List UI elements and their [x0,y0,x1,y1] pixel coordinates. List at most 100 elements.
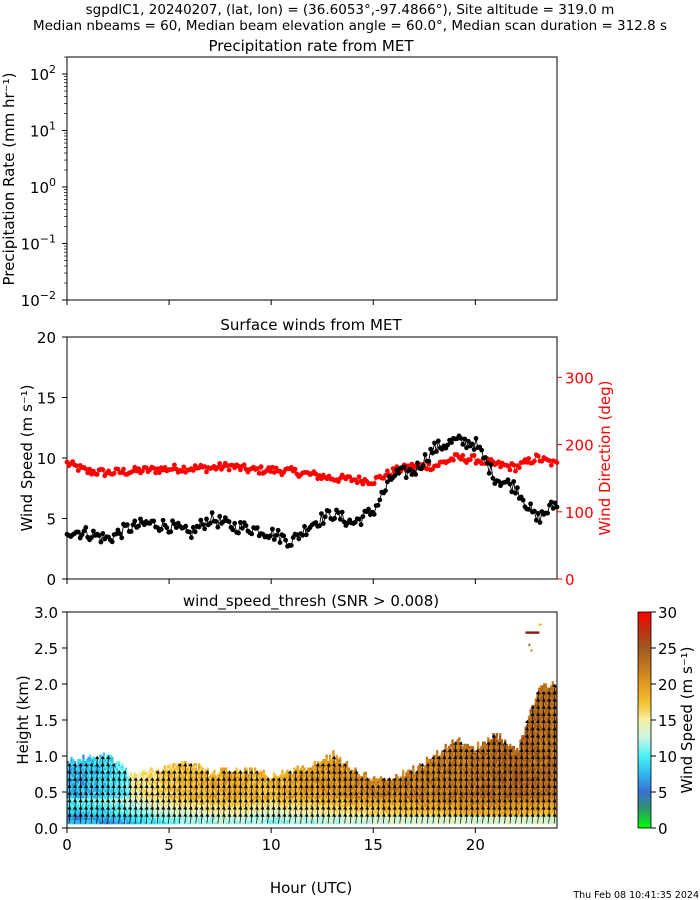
heatmap-cell [323,812,327,816]
heatmap-cell [199,789,202,792]
wind-speed-point [124,522,130,528]
heatmap-cell [317,808,320,812]
winds-ytick-label: 20 [37,329,56,347]
heatmap-cell [221,804,225,807]
heatmap-cell [123,802,126,805]
heatmap-cell [215,791,218,795]
heatmap-cell [114,804,117,807]
heatmap-cell [264,780,267,784]
heatmap-cell [102,791,105,795]
heatmap-cell [106,797,109,801]
heatmap-cell [102,769,105,773]
wind-direction-point [554,460,560,465]
heatmap-cell [313,808,316,812]
heatmap-cell [264,787,267,790]
heatmap-cell [72,810,75,814]
heatmap-cell [221,776,225,779]
heatmap-cell [72,784,75,788]
wind-speed-point [230,527,236,533]
heatmap-cell [225,812,228,816]
heatmap-cell [288,780,291,784]
heatmap-cell [218,787,221,790]
heatmap-cell [82,782,85,786]
heatmap-cell [284,804,287,807]
heatmap-cell [182,765,185,769]
heatmap-cell [245,804,248,807]
heatmap-cell [133,771,136,775]
heatmap-cell [175,797,179,801]
heatmap-cell [325,808,328,812]
heatmap-cell [119,774,122,777]
heatmap-cell [158,795,162,799]
heatmap-cell [131,815,134,818]
heatmap-cell [143,769,146,773]
heatmap-cell [320,769,323,773]
heatmap-cell [230,793,233,797]
heatmap-cell [172,769,175,773]
heatmap-cell [249,804,252,807]
heatmap-cell [225,815,228,818]
heatmap-cell [247,799,250,803]
heatmap-cell [252,804,255,807]
heatmap-cell [306,804,310,807]
heatmap-cell [310,812,313,816]
heatmap-cell [340,812,344,816]
heatmap-cell [320,795,323,799]
heatmap-cell [259,812,262,816]
heatmap-cell [220,804,223,807]
heatmap-cell [199,791,202,795]
heatmap-cell [163,819,167,823]
heatmap-cell [114,795,117,799]
wind-speed-point [277,540,283,545]
heatmap-cell [94,806,97,810]
heatmap-cell [225,771,228,775]
heatmap-cell [109,797,112,801]
heatmap-cell [180,765,184,769]
heatmap-cell [119,812,122,816]
heatmap-cell [136,778,139,782]
heatmap-cell [325,787,328,790]
heatmap-cell [116,763,119,766]
heatmap-cell [148,808,151,812]
heatmap-cell [107,776,111,779]
heatmap-cell [257,804,260,807]
heatmap-cell [198,793,201,797]
heatmap-cell [291,802,294,805]
heatmap-cell [92,791,95,795]
heatmap-cell [254,789,257,792]
heatmap-cell [257,821,260,825]
heatmap-cell [138,771,141,775]
heatmap-cell [92,769,95,773]
heatmap-cell [94,802,97,805]
heatmap-cell [232,817,235,820]
heatmap-cell [313,821,316,825]
wind-speed-point [422,452,428,457]
heatmap-cell [318,791,321,795]
heatmap-cell [330,765,333,769]
heatmap-cell [84,812,87,816]
heatmap-cell [286,776,289,779]
heatmap-cell [334,789,337,792]
heatmap-cell [325,791,328,795]
heatmap-cell [320,804,323,807]
heatmap-cell [119,795,122,799]
heatmap-cell [153,797,156,801]
heatmap-cell [145,771,148,775]
heatmap-cell [99,821,102,825]
heatmap-cell [121,782,124,786]
heatmap-cell [318,808,321,812]
heatmap-cell [184,797,187,801]
heatmap-cell [198,782,201,786]
heatmap-cell [245,810,248,814]
heatmap-cell [172,782,175,786]
heatmap-cell [97,795,100,799]
heatmap-cell [320,806,323,810]
heatmap-cell [152,819,155,823]
heatmap-cell [187,797,191,801]
heatmap-cell [218,819,221,823]
wind-speed-point [302,524,307,529]
heatmap-cell [225,787,228,790]
heatmap-cell [347,810,350,814]
heatmap-cell [146,802,150,805]
